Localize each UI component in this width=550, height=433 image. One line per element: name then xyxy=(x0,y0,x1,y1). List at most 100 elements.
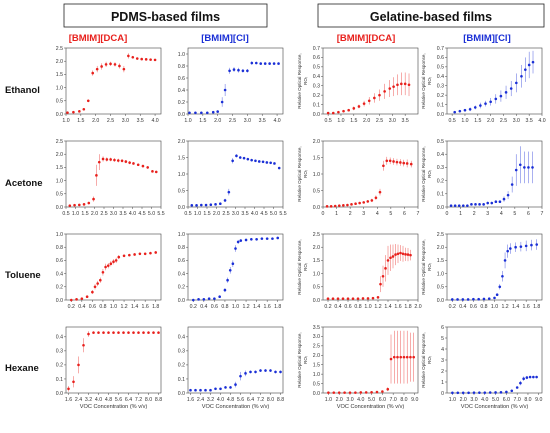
data-point xyxy=(146,166,149,169)
data-point xyxy=(77,363,80,367)
x-tick-label: 8.0 xyxy=(267,397,274,403)
x-tick-label: 1.8 xyxy=(404,304,411,310)
data-point xyxy=(254,370,257,374)
y-tick-label: 0.2 xyxy=(313,93,320,99)
data-point xyxy=(149,58,152,61)
data-point xyxy=(356,297,360,300)
data-point xyxy=(261,160,265,164)
row-label-toluene: Toluene xyxy=(5,270,41,281)
data-point xyxy=(378,93,381,97)
data-point xyxy=(114,259,118,262)
data-point xyxy=(263,62,267,65)
data-point xyxy=(112,260,115,264)
data-point xyxy=(358,201,361,205)
data-point xyxy=(351,297,355,300)
y-tick-label: 0.2 xyxy=(437,93,444,99)
plot-frame xyxy=(187,326,284,394)
plot-frame xyxy=(446,326,543,394)
y-tick-label: 0.0 xyxy=(178,112,185,118)
data-point xyxy=(117,255,121,259)
data-point xyxy=(246,69,249,73)
data-point xyxy=(461,204,465,207)
y-tick-label: 1.0 xyxy=(178,52,185,58)
data-point xyxy=(118,64,121,68)
x-tick-label: 5.0 xyxy=(492,397,499,403)
data-point xyxy=(100,65,103,68)
data-point xyxy=(382,164,385,168)
plot-frame xyxy=(446,233,543,301)
data-point xyxy=(470,203,473,206)
x-tick-label: 3.0 xyxy=(232,211,239,217)
data-point xyxy=(273,162,276,165)
x-tick-label: 1.6 xyxy=(187,397,194,403)
data-point xyxy=(112,331,115,334)
y-axis-label-2: ROᵣ xyxy=(303,262,308,271)
data-point xyxy=(412,355,415,359)
x-tick-label: 3.2 xyxy=(207,397,214,403)
data-point xyxy=(234,247,237,250)
data-point xyxy=(197,298,200,301)
y-tick-label: 0.8 xyxy=(178,245,185,251)
x-tick-label: 5.6 xyxy=(115,397,122,403)
data-point xyxy=(220,100,224,104)
data-point xyxy=(374,196,378,200)
x-tick-label: 1.5 xyxy=(81,211,88,217)
data-point xyxy=(265,237,269,240)
data-point xyxy=(95,67,99,71)
data-point xyxy=(373,96,376,100)
y-tick-label: 0.4 xyxy=(178,271,185,277)
data-point xyxy=(325,205,329,208)
data-point xyxy=(509,247,512,250)
data-point xyxy=(231,159,234,163)
x-tick-label: 9.0 xyxy=(411,397,418,403)
data-point xyxy=(336,297,340,300)
data-point xyxy=(216,110,219,113)
y-tick-label: 1.5 xyxy=(437,258,444,264)
data-point xyxy=(104,265,107,269)
data-point xyxy=(113,158,116,162)
y-tick-label: 0.0 xyxy=(56,112,63,118)
y-axis-label: Relative Optical Response, xyxy=(421,332,426,387)
x-tick-label: 1.8 xyxy=(533,304,540,310)
data-point xyxy=(131,55,135,59)
data-point xyxy=(93,285,97,289)
plot-frame xyxy=(65,47,162,115)
data-point xyxy=(453,204,457,207)
y-tick-label: 1.0 xyxy=(178,172,185,178)
panel-r3-c2: 0.00.51.01.52.02.53.03.51.0 2.0 3.0 4.0 5.0 6… xyxy=(297,325,418,410)
y-tick-label: 0.3 xyxy=(56,349,63,355)
data-point xyxy=(202,298,206,301)
x-tick-label: 4.0 xyxy=(151,118,158,124)
plot-frame xyxy=(322,140,419,208)
data-point xyxy=(352,107,356,110)
data-point xyxy=(200,203,203,207)
x-tick-label: 1.4 xyxy=(384,304,391,310)
y-tick-label: 2.0 xyxy=(313,353,320,359)
y-tick-label: 0.5 xyxy=(437,139,444,145)
data-point xyxy=(515,386,519,389)
y-tick-label: 0.5 xyxy=(313,65,320,71)
data-point xyxy=(239,374,242,378)
panel-r0-c3: 0.0 0.1 0.2 0.3 0.4 0.5 0.6 0.7 0.5 1.0 1.5 2.0 2.5 3… xyxy=(421,46,546,124)
data-point xyxy=(231,262,235,266)
data-point xyxy=(151,170,154,173)
x-axis-label: VOC Concentration (% v/v) xyxy=(461,404,529,410)
data-point xyxy=(404,253,407,256)
y-tick-label: 0.1 xyxy=(56,377,63,383)
data-point xyxy=(228,69,231,73)
y-tick-label: 0.0 xyxy=(437,205,444,211)
y-tick-label: 0.7 xyxy=(313,46,320,52)
y-tick-label: 0.3 xyxy=(313,84,320,90)
data-point xyxy=(73,203,76,207)
data-point xyxy=(259,62,263,65)
x-tick-label: 0.8 xyxy=(99,304,106,310)
data-point xyxy=(461,298,465,301)
data-point xyxy=(489,100,492,104)
y-tick-label: 1.5 xyxy=(56,72,63,78)
x-tick-label: 0.6 xyxy=(211,304,218,310)
y-tick-label: 0.5 xyxy=(437,65,444,71)
data-point xyxy=(472,391,476,394)
data-point xyxy=(269,161,272,165)
data-point xyxy=(520,74,523,78)
data-point xyxy=(260,237,264,240)
